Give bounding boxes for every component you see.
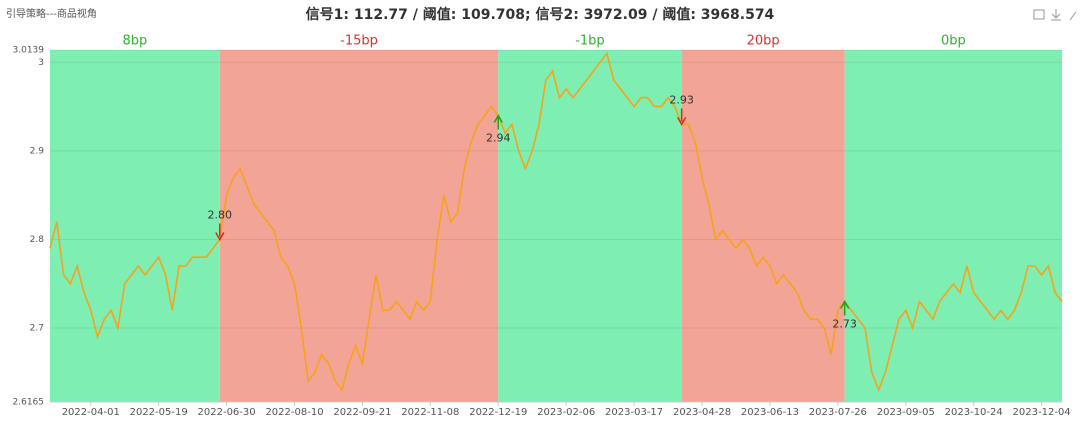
image-icon[interactable] (1033, 9, 1045, 20)
region (681, 50, 845, 402)
x-tick-label: 2022-04-01 (62, 407, 120, 418)
y-tick-label: 2.9 (30, 146, 45, 156)
region (498, 50, 682, 402)
x-tick-label: 2023-12-04 (1013, 407, 1071, 418)
region-label: -15bp (340, 34, 378, 49)
signal-arrow (840, 299, 850, 316)
signal-label: 2.73 (832, 317, 857, 330)
x-tick-label: 2022-06-30 (198, 407, 256, 418)
x-tick-label: 2023-02-06 (537, 407, 595, 418)
x-tick-label: 2023-10-24 (945, 407, 1003, 418)
signal-label: 2.80 (208, 208, 233, 221)
chart-title: 信号1: 112.77 / 阈值: 109.708; 信号2: 3972.09 … (306, 6, 775, 23)
x-tick-label: 2023-06-13 (741, 407, 799, 418)
x-tick-label: 2022-05-19 (130, 407, 188, 418)
x-tick-label: 2022-08-10 (265, 407, 323, 418)
y-tick-label: 2.8 (30, 235, 45, 245)
x-tick-label: 2022-09-21 (333, 407, 391, 418)
x-tick-label: 2022-12-19 (469, 407, 527, 418)
y-tick-label: 3 (38, 58, 44, 68)
x-tick-label: 2023-03-17 (605, 407, 663, 418)
x-tick-label: 2023-07-26 (809, 407, 867, 418)
x-tick-label: 2023-04-28 (673, 407, 731, 418)
region (219, 50, 499, 402)
region-label: 20bp (747, 34, 780, 49)
page-label: 引导策略---商品视角 (6, 7, 97, 20)
region-label: 0bp (941, 34, 966, 49)
region (50, 50, 220, 402)
region (844, 50, 1062, 402)
region-label: 8bp (123, 34, 148, 49)
zoom-icon[interactable] (1069, 11, 1077, 21)
x-tick-label: 2022-11-08 (401, 407, 459, 418)
signal-arrow (215, 223, 225, 241)
signal-label: 2.94 (486, 131, 511, 144)
y-tick-label: 3.0139 (13, 46, 45, 56)
signal-arrow (676, 108, 687, 126)
toolbar[interactable] (1033, 9, 1077, 21)
x-tick-label: 2023-09-05 (877, 407, 935, 418)
signal-arrow (493, 113, 503, 130)
download-icon[interactable] (1051, 9, 1061, 21)
line-series (49, 51, 1063, 393)
signal-label: 2.93 (669, 93, 694, 106)
region-label: -1bp (575, 34, 604, 49)
y-tick-label: 2.7 (30, 324, 44, 334)
y-tick-label: 2.6165 (13, 398, 45, 408)
